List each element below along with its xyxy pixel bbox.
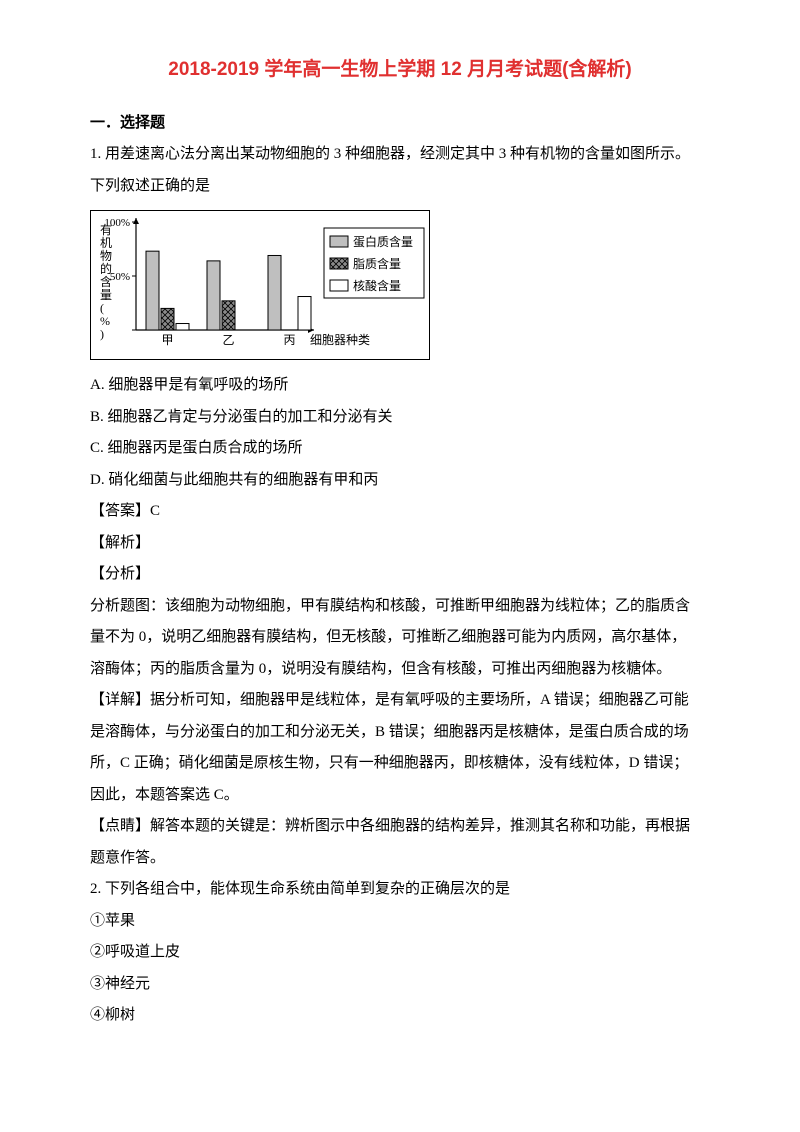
q1-point-line: 题意作答。 [90, 843, 710, 875]
svg-text:50%: 50% [110, 271, 130, 283]
page: 2018-2019 学年高一生物上学期 12 月月考试题(含解析) 一．选择题 … [0, 0, 800, 1132]
svg-text:脂质含量: 脂质含量 [353, 256, 401, 271]
svg-text:丙: 丙 [283, 333, 295, 347]
svg-text:量: 量 [100, 288, 112, 302]
bar-chart: 有机物的含量(%)50%100%甲乙丙细胞器种类蛋白质含量脂质含量核酸含量 [90, 210, 710, 360]
q1-stem-line1: 1. 用差速离心法分离出某动物细胞的 3 种细胞器，经测定其中 3 种有机物的含… [90, 139, 710, 171]
section-header: 一．选择题 [90, 108, 710, 140]
q1-point-line: 【点睛】解答本题的关键是：辨析图示中各细胞器的结构差异，推测其名称和功能，再根据 [90, 811, 710, 843]
doc-title: 2018-2019 学年高一生物上学期 12 月月考试题(含解析) [90, 50, 710, 90]
svg-text:机: 机 [100, 236, 112, 250]
q1-option-b: B. 细胞器乙肯定与分泌蛋白的加工和分泌有关 [90, 402, 710, 434]
q1-detail-line: 【详解】据分析可知，细胞器甲是线粒体，是有氧呼吸的主要场所，A 错误；细胞器乙可… [90, 685, 710, 717]
q1-option-a: A. 细胞器甲是有氧呼吸的场所 [90, 370, 710, 402]
q1-detail-line: 是溶酶体，与分泌蛋白的加工和分泌无关，B 错误；细胞器丙是核糖体，是蛋白质合成的… [90, 717, 710, 749]
q1-option-d: D. 硝化细菌与此细胞共有的细胞器有甲和丙 [90, 465, 710, 497]
q1-explain-header: 【解析】 [90, 528, 710, 560]
q1-analysis-line: 溶酶体；丙的脂质含量为 0，说明没有膜结构，但含有核酸，可推出丙细胞器为核糖体。 [90, 654, 710, 686]
q1-analysis-line: 分析题图：该细胞为动物细胞，甲有膜结构和核酸，可推断甲细胞器为线粒体；乙的脂质含 [90, 591, 710, 623]
svg-text:物: 物 [100, 249, 112, 263]
svg-text:乙: 乙 [222, 333, 234, 347]
svg-text:蛋白质含量: 蛋白质含量 [353, 234, 413, 249]
q1-analysis-header: 【分析】 [90, 559, 710, 591]
svg-text:核酸含量: 核酸含量 [353, 278, 401, 293]
q1-detail-line: 因此，本题答案选 C。 [90, 780, 710, 812]
svg-text:%: % [100, 314, 110, 328]
q2-item: ②呼吸道上皮 [90, 937, 710, 969]
svg-text:细胞器种类: 细胞器种类 [310, 333, 370, 347]
q1-option-c: C. 细胞器丙是蛋白质合成的场所 [90, 433, 710, 465]
q1-stem-line2: 下列叙述正确的是 [90, 171, 710, 203]
svg-text:(: ( [100, 301, 104, 315]
q2-item: ④柳树 [90, 1000, 710, 1032]
q1-answer: 【答案】C [90, 496, 710, 528]
q1-detail-line: 所，C 正确；硝化细菌是原核生物，只有一种细胞器丙，即核糖体，没有线粒体，D 错… [90, 748, 710, 780]
q2-stem: 2. 下列各组合中，能体现生命系统由简单到复杂的正确层次的是 [90, 874, 710, 906]
svg-text:): ) [100, 327, 104, 341]
q2-item: ①苹果 [90, 906, 710, 938]
q2-item: ③神经元 [90, 969, 710, 1001]
q1-analysis-line: 量不为 0，说明乙细胞器有膜结构，但无核酸，可推断乙细胞器可能为内质网，高尔基体… [90, 622, 710, 654]
svg-text:100%: 100% [104, 217, 130, 229]
svg-text:甲: 甲 [161, 333, 173, 347]
